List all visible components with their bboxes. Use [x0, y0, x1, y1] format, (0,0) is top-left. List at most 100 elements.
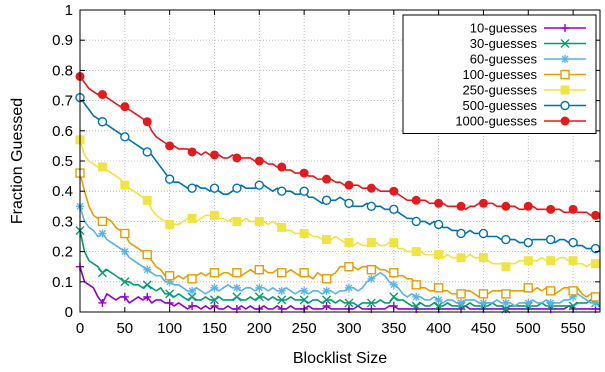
data-point: [187, 183, 197, 193]
data-point: [120, 292, 129, 301]
series-1000-guesses: [75, 71, 601, 220]
y-tick-label: 0: [65, 304, 73, 321]
data-point: [523, 256, 533, 266]
data-point: [143, 265, 152, 274]
legend-marker: [561, 55, 569, 63]
data-point: [232, 183, 242, 193]
x-tick-label: 50: [116, 320, 133, 337]
y-axis-title: Fraction Guessed: [9, 98, 26, 224]
data-point: [434, 198, 444, 208]
data-point: [209, 210, 219, 220]
data-point: [322, 295, 332, 305]
data-point: [546, 204, 556, 214]
data-point: [209, 268, 220, 278]
data-point: [434, 250, 444, 260]
legend-item: 1000-guesses: [455, 114, 586, 129]
data-point: [568, 204, 578, 214]
data-point: [187, 213, 197, 223]
data-point: [478, 198, 488, 208]
data-point: [209, 295, 219, 305]
x-tick-label: 500: [516, 320, 541, 337]
data-point: [165, 219, 175, 229]
data-point: [97, 162, 107, 172]
x-tick-label: 250: [292, 320, 317, 337]
data-point: [277, 186, 287, 196]
data-point: [568, 286, 578, 296]
data-point: [142, 280, 152, 290]
data-point: [277, 268, 287, 278]
y-tick-label: 1: [65, 2, 73, 19]
data-point: [591, 210, 601, 220]
data-point: [232, 283, 241, 292]
data-point: [299, 268, 309, 278]
data-point: [478, 253, 488, 263]
data-point: [209, 183, 220, 193]
data-point: [254, 180, 265, 190]
data-point: [120, 228, 130, 239]
axis-ticks: 0 0.1 0.2 0.3 0.4 0.5 0.6 0.7 0.8 0.9 1 0 50 100 150 20…: [52, 2, 600, 337]
data-point: [187, 274, 197, 284]
legend-marker: [560, 69, 570, 80]
legend-marker: [560, 100, 570, 111]
data-point: [299, 186, 309, 196]
series-250-guesses: [75, 135, 601, 272]
data-point: [366, 238, 376, 248]
data-point: [456, 201, 466, 211]
data-point: [366, 201, 377, 212]
data-point: [97, 90, 107, 100]
data-point: [321, 274, 332, 284]
data-point: [210, 283, 219, 292]
series-30-guesses: [75, 225, 601, 314]
y-tick-label: 0.3: [52, 213, 73, 230]
data-point: [165, 298, 174, 307]
series-500-guesses: [75, 92, 601, 254]
data-point: [433, 219, 444, 230]
data-point: [120, 102, 130, 112]
data-point: [299, 168, 309, 178]
data-point: [478, 228, 489, 239]
data-point: [389, 280, 398, 289]
x-tick-label: 100: [157, 320, 182, 337]
data-point: [277, 222, 287, 232]
data-point: [300, 286, 309, 295]
legend-marker: [560, 116, 570, 126]
data-point: [433, 283, 444, 293]
data-point: [366, 298, 376, 308]
data-point: [97, 117, 108, 127]
data-point: [120, 132, 130, 142]
data-point: [479, 298, 488, 307]
data-point: [164, 174, 175, 184]
data-point: [344, 238, 354, 248]
data-point: [523, 201, 533, 211]
data-point: [456, 289, 466, 299]
data-point: [209, 150, 219, 160]
data-point: [434, 295, 443, 304]
data-point: [478, 289, 489, 299]
data-point: [389, 238, 399, 248]
data-point: [523, 237, 533, 248]
data-point: [120, 247, 129, 256]
data-point: [232, 292, 242, 302]
x-tick-label: 350: [381, 320, 406, 337]
x-tick-label: 400: [426, 320, 451, 337]
data-point: [344, 180, 354, 190]
legend-label: 10-guesses: [470, 21, 538, 36]
data-point: [411, 247, 421, 257]
data-point: [164, 271, 175, 281]
data-point: [321, 195, 332, 205]
data-point: [456, 253, 466, 263]
legend-item: 60-guesses: [470, 52, 586, 67]
data-point: [142, 249, 152, 260]
data-point: [165, 289, 175, 299]
data-point: [545, 234, 556, 245]
data-point: [322, 301, 331, 310]
data-point: [590, 292, 601, 302]
y-tick-label: 0.9: [52, 32, 73, 49]
data-point: [568, 301, 578, 311]
data-point: [142, 117, 152, 127]
legend-item: 500-guesses: [463, 98, 586, 113]
data-point: [434, 301, 444, 311]
data-point: [389, 268, 399, 278]
data-point: [299, 228, 309, 238]
y-tick-label: 0.4: [52, 183, 73, 200]
